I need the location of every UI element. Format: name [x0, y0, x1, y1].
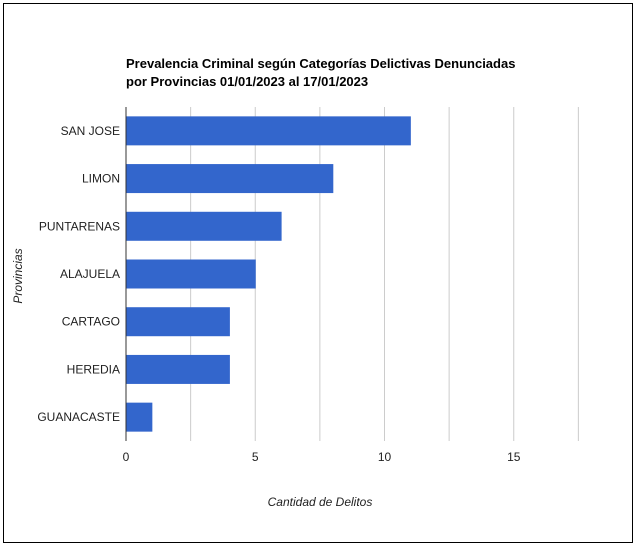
bar: [126, 354, 230, 384]
y-tick-label: GUANACASTE: [37, 410, 120, 424]
x-axis-title: Cantidad de Delitos: [268, 495, 373, 509]
y-tick-label: HEREDIA: [67, 362, 120, 376]
chart-subtitle: por Provincias 01/01/2023 al 17/01/2023: [126, 74, 368, 89]
bar: [126, 402, 153, 432]
bars: [126, 116, 411, 432]
bar: [126, 116, 411, 146]
y-tick-label: SAN JOSE: [61, 124, 120, 138]
x-tick-label: 10: [378, 450, 392, 464]
x-tick-labels: 0 5 10 15: [123, 450, 521, 464]
chart-frame: Prevalencia Criminal según Categorías De…: [3, 3, 633, 543]
x-tick-label: 15: [507, 450, 521, 464]
bar-chart: Prevalencia Criminal según Categorías De…: [11, 56, 579, 509]
bar: [126, 164, 334, 194]
x-tick-label: 5: [252, 450, 259, 464]
bar: [126, 211, 282, 241]
x-tick-label: 0: [123, 450, 130, 464]
bar: [126, 307, 230, 337]
y-tick-label: ALAJUELA: [60, 267, 120, 281]
y-axis-title: Provincias: [11, 248, 25, 303]
gridlines: [125, 107, 579, 441]
y-tick-label: CARTAGO: [62, 315, 120, 329]
bar: [126, 259, 256, 289]
y-tick-label: LIMON: [82, 172, 120, 186]
chart-title: Prevalencia Criminal según Categorías De…: [126, 56, 515, 71]
y-tick-label: PUNTARENAS: [39, 219, 120, 233]
y-tick-labels: SAN JOSE LIMON PUNTARENAS ALAJUELA CARTAGO HE…: [37, 124, 120, 424]
